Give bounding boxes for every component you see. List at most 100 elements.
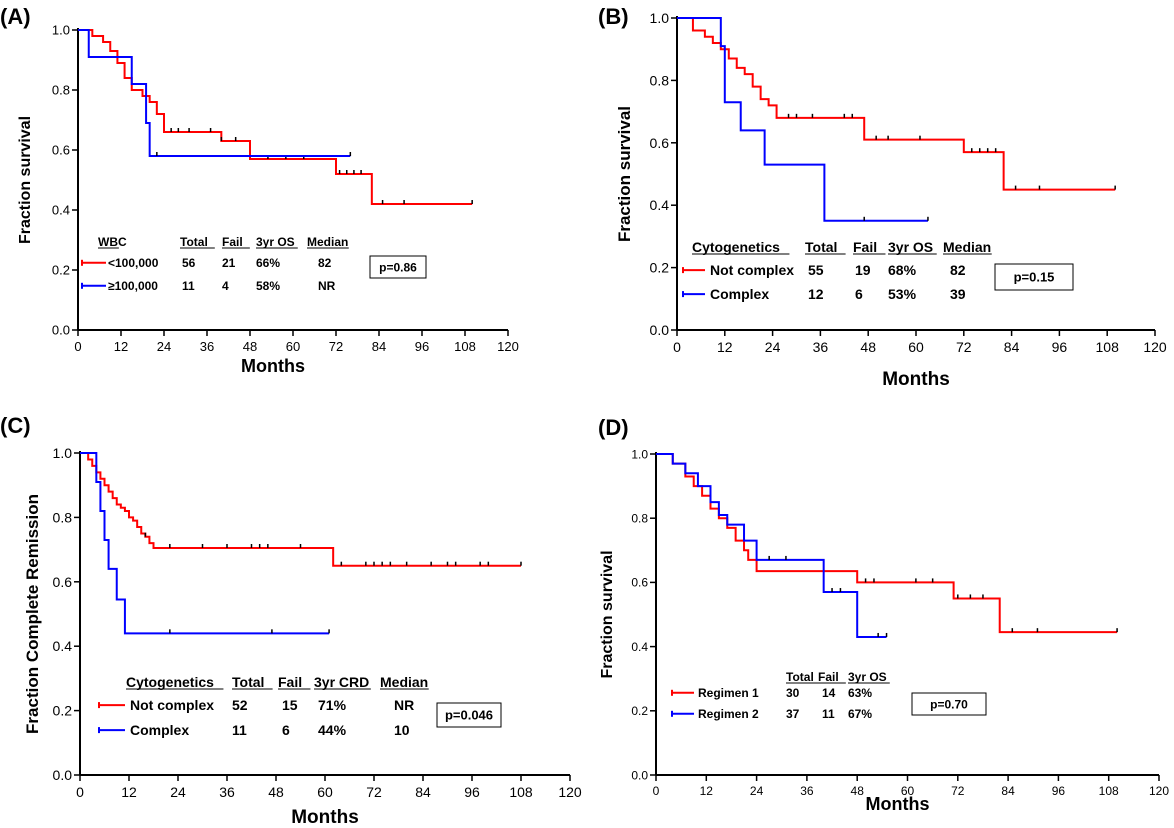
y-tick-label: 1.0 xyxy=(631,447,648,461)
x-tick-label: 0 xyxy=(673,339,681,355)
legend-header: Fail xyxy=(278,674,302,690)
x-axis-label: Months xyxy=(866,794,930,814)
y-tick-label: 0.8 xyxy=(52,83,70,98)
x-tick-label: 60 xyxy=(317,784,333,800)
y-tick-label: 0.4 xyxy=(52,203,70,218)
legend-cell: 52 xyxy=(232,697,248,713)
series-red-line xyxy=(656,453,1118,634)
y-tick-label: 0.8 xyxy=(650,72,670,88)
x-tick-label: 48 xyxy=(268,784,284,800)
x-tick-label: 12 xyxy=(114,339,128,354)
legend-header: Total xyxy=(805,239,837,255)
x-tick-label: 72 xyxy=(951,784,965,798)
pvalue-box xyxy=(436,702,502,728)
legend-cell: 39 xyxy=(950,286,966,302)
x-axis-label: Months xyxy=(882,369,950,390)
x-tick-label: 12 xyxy=(121,784,137,800)
panel-label: (A) xyxy=(0,4,31,29)
x-tick-label: 72 xyxy=(956,339,972,355)
legend-row-label: Not complex xyxy=(710,262,794,278)
y-tick-label: 0.6 xyxy=(650,135,670,151)
series-blue-line xyxy=(656,453,887,638)
x-tick-label: 108 xyxy=(509,784,533,800)
legend-header: Total xyxy=(180,235,208,249)
y-tick-label: 0.8 xyxy=(53,509,73,525)
legend-header: Median xyxy=(943,239,991,255)
y-tick-label: 0.2 xyxy=(53,703,73,719)
legend-cell: 11 xyxy=(822,707,835,721)
panel-d: (D) 0 12 24 36 48 60 72 84 96 108 120 0.0 0.2 0.4 0.6 0.… xyxy=(598,415,1169,814)
legend-header: 3yr OS xyxy=(888,239,933,255)
x-tick-label: 108 xyxy=(1099,784,1119,798)
legend: Cytogenetics Total Fail 3yr CRD Median Not co… xyxy=(98,674,429,738)
legend-cell: 6 xyxy=(282,722,290,738)
legend-row-label: ≥100,000 xyxy=(108,279,158,293)
x-tick-label: 48 xyxy=(851,784,865,798)
y-tick-label: 0.6 xyxy=(53,574,73,590)
legend-header: Fail xyxy=(222,235,243,249)
x-tick-label: 36 xyxy=(813,339,829,355)
legend-header: Fail xyxy=(853,239,877,255)
legend-cell: 55 xyxy=(808,262,824,278)
legend-cell: 15 xyxy=(282,697,298,713)
x-tick-label: 120 xyxy=(1149,784,1169,798)
legend-cell: 68% xyxy=(888,262,917,278)
y-tick-label: 0.0 xyxy=(52,323,70,338)
legend-row-label: Complex xyxy=(130,722,189,738)
x-tick-label: 120 xyxy=(1143,339,1167,355)
x-tick-label: 96 xyxy=(415,339,429,354)
y-axis-label: Fraction survival xyxy=(17,116,34,244)
y-tick-label: 0.4 xyxy=(650,197,670,213)
legend-cell: 21 xyxy=(222,256,236,270)
legend-cell: 11 xyxy=(182,279,195,293)
legend-cell: 6 xyxy=(855,286,863,302)
y-tick-label: 0.2 xyxy=(650,260,670,276)
x-tick-label: 24 xyxy=(170,784,186,800)
panel-label: (C) xyxy=(0,413,31,438)
x-tick-label: 84 xyxy=(1004,339,1020,355)
legend-header: 3yr OS xyxy=(848,670,887,684)
y-tick-label: 0.2 xyxy=(52,263,70,278)
x-tick-label: 12 xyxy=(700,784,714,798)
legend-header: Total xyxy=(786,670,814,684)
series-red-line xyxy=(78,29,473,205)
x-tick-label: 96 xyxy=(464,784,480,800)
pvalue-box xyxy=(994,263,1074,291)
x-tick-label: 96 xyxy=(1052,339,1068,355)
x-tick-label: 120 xyxy=(497,339,519,354)
y-tick-label: 1.0 xyxy=(53,445,73,461)
pvalue-box xyxy=(369,255,427,279)
legend-cell: NR xyxy=(394,697,414,713)
y-tick-label: 0.8 xyxy=(631,512,648,526)
panel-b: (B) 0 12 24 36 48 60 72 84 96 108 120 0.0 0.2 0.4 0.6 0.… xyxy=(598,4,1167,390)
pvalue-box xyxy=(911,692,987,716)
x-tick-label: 84 xyxy=(372,339,386,354)
legend-cell: 67% xyxy=(848,707,872,721)
x-tick-label: 24 xyxy=(157,339,171,354)
x-tick-label: 120 xyxy=(558,784,582,800)
legend-cell: 71% xyxy=(318,697,347,713)
y-tick-label: 0.6 xyxy=(631,576,648,590)
x-tick-label: 48 xyxy=(860,339,876,355)
x-tick-label: 108 xyxy=(1096,339,1120,355)
x-tick-label: 60 xyxy=(286,339,300,354)
x-tick-label: 72 xyxy=(329,339,343,354)
legend: WBC Total Fail 3yr OS Median <100,000 56 21 66% 8… xyxy=(81,235,349,293)
pvalue-text: p=0.046 xyxy=(445,708,493,723)
pvalue-text: p=0.15 xyxy=(1014,270,1055,285)
x-tick-label: 60 xyxy=(901,784,915,798)
pvalue-text: p=0.70 xyxy=(930,697,968,711)
legend-cell: 14 xyxy=(822,686,836,700)
x-tick-label: 12 xyxy=(717,339,733,355)
legend: Cytogenetics Total Fail 3yr OS Median Not com… xyxy=(682,239,992,302)
legend-row-label: <100,000 xyxy=(108,256,159,270)
legend-cell: 82 xyxy=(950,262,966,278)
legend-header: Median xyxy=(307,235,348,249)
legend-cell: 12 xyxy=(808,286,824,302)
series-blue-line xyxy=(677,17,928,222)
legend-cell: 56 xyxy=(182,256,196,270)
legend-header: 3yr CRD xyxy=(314,674,369,690)
series-blue-line xyxy=(80,452,330,635)
legend-header: Total xyxy=(232,674,264,690)
